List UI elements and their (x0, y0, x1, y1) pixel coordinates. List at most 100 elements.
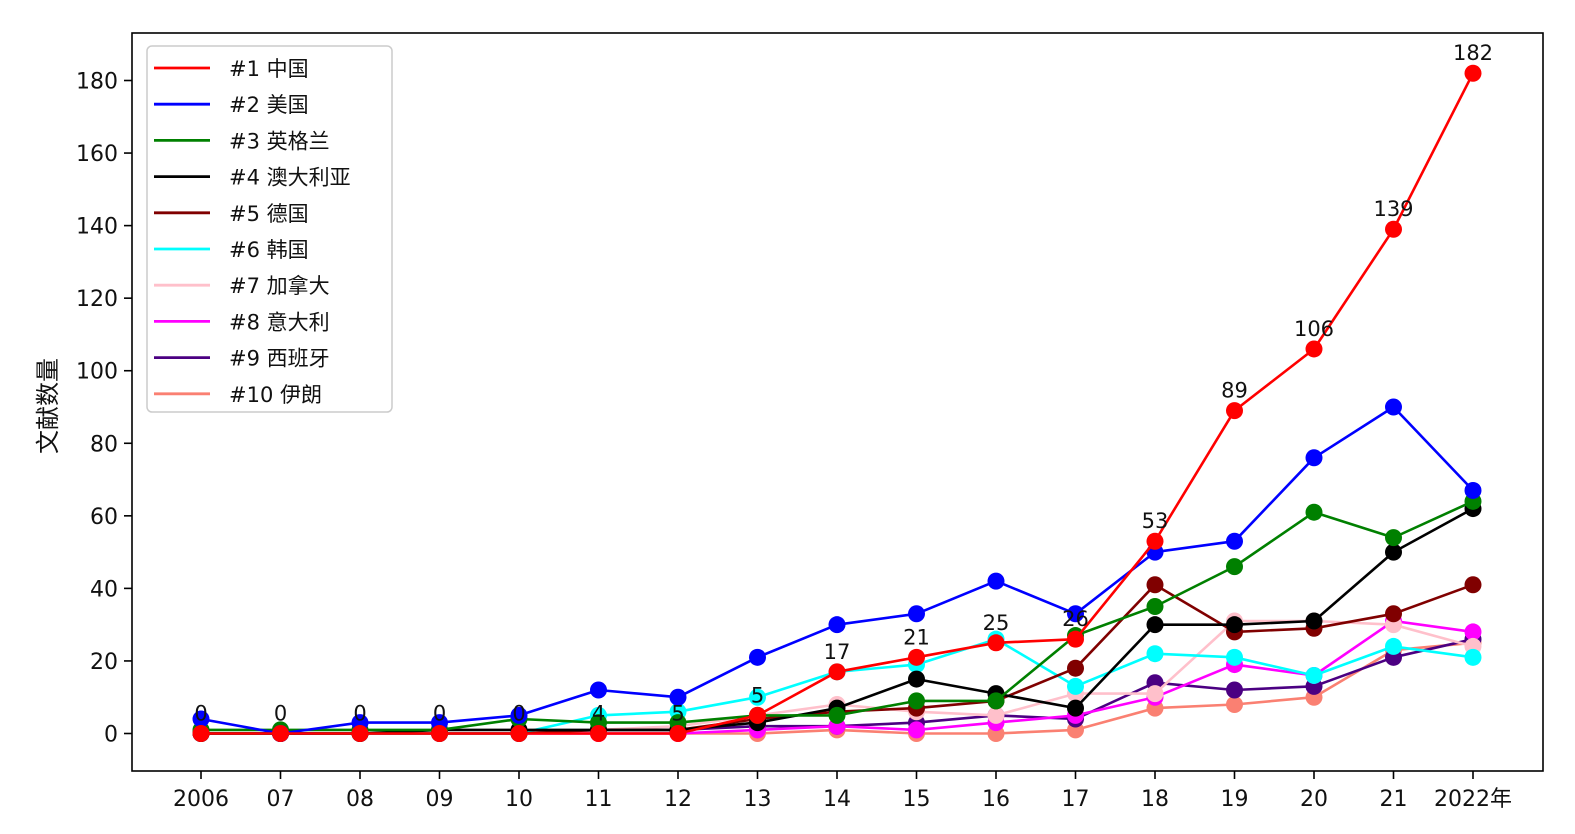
data-point (749, 706, 766, 724)
data-label: 182 (1453, 41, 1493, 65)
legend-entry: #4 澳大利亚 (154, 166, 351, 190)
data-point (1067, 630, 1084, 648)
legend: #1 中国 #2 美国 #3 英格兰 #4 澳大利亚 #5 德国 #6 韩国 #7 加拿大 #… (146, 45, 393, 413)
y-tick-label: 140 (76, 215, 118, 240)
data-label: 0 (512, 702, 525, 726)
x-tick-label: 10 (505, 787, 533, 812)
x-tick-label: 12 (664, 787, 692, 812)
data-point (192, 725, 210, 742)
data-point (510, 706, 528, 724)
data-point (1067, 677, 1084, 695)
data-point (987, 706, 1005, 724)
data-point (431, 725, 448, 742)
data-point (1464, 623, 1482, 641)
data-label: 0 (353, 702, 366, 726)
data-point (1146, 532, 1164, 550)
data-point (1226, 532, 1243, 550)
data-point (1146, 685, 1164, 703)
legend-entry: #5 德国 (154, 202, 309, 226)
data-point (1385, 637, 1402, 655)
data-point (1226, 402, 1243, 420)
data-point (272, 725, 289, 742)
legend-label: #6 韩国 (229, 238, 309, 262)
data-point (828, 706, 846, 724)
data-point (1226, 558, 1243, 576)
data-label: 4 (592, 702, 605, 726)
data-point (1385, 220, 1402, 238)
data-point (1305, 449, 1323, 467)
data-point (669, 688, 687, 706)
data-point (908, 721, 925, 739)
data-point (908, 692, 925, 710)
data-point (1305, 503, 1323, 521)
legend-label: #2 美国 (229, 93, 309, 117)
data-label: 0 (274, 702, 287, 726)
x-tick-label: 13 (744, 787, 772, 812)
y-axis: 0 20 40 60 80 100 120 140 160 180 (76, 70, 132, 748)
data-point (1385, 529, 1402, 547)
data-point (669, 725, 687, 742)
data-point (1464, 576, 1482, 594)
data-label: 53 (1142, 509, 1169, 533)
data-point (908, 670, 925, 688)
legend-label: #8 意大利 (229, 310, 330, 334)
y-tick-label: 80 (90, 432, 118, 457)
data-label: 89 (1221, 379, 1248, 403)
data-label: 17 (824, 640, 851, 664)
legend-entry: #3 英格兰 (154, 129, 330, 153)
data-label: 106 (1294, 317, 1334, 341)
x-tick-label: 19 (1221, 787, 1249, 812)
data-point (908, 648, 925, 666)
data-point (1146, 616, 1164, 634)
series-line (201, 500, 1474, 732)
y-tick-label: 40 (90, 577, 118, 602)
x-tick-label: 14 (823, 787, 851, 812)
data-label: 139 (1373, 197, 1413, 221)
data-point (1305, 612, 1323, 630)
data-labels: 0 0 0 0 0 4 5 5 17 21 25 26 53 89 106 139 182 (194, 41, 1493, 725)
legend-label: #4 澳大利亚 (229, 166, 351, 190)
data-point (1146, 645, 1164, 663)
x-tick-label: 15 (903, 787, 931, 812)
x-tick-label: 07 (267, 787, 295, 812)
legend-label: #9 西班牙 (229, 347, 330, 371)
data-point (1464, 648, 1482, 666)
data-point (1305, 340, 1323, 358)
x-axis: 2006 07 08 09 10 11 12 13 14 15 16 17 18 19 20 21 2022年 (173, 771, 1512, 812)
data-point (1067, 699, 1084, 717)
data-label: 5 (751, 683, 764, 707)
data-point (1146, 576, 1164, 594)
y-tick-label: 100 (76, 360, 118, 385)
data-point (1464, 481, 1482, 499)
data-point (987, 634, 1005, 652)
y-tick-label: 20 (90, 650, 118, 675)
data-point (987, 572, 1005, 590)
data-label: 0 (433, 702, 446, 726)
data-point (192, 710, 210, 728)
legend-entry: #8 意大利 (154, 310, 330, 334)
x-tick-label: 11 (585, 787, 613, 812)
y-axis-label: 文献数量 (34, 358, 62, 454)
legend-label: #5 德国 (229, 202, 309, 226)
data-point (590, 681, 607, 699)
data-label: 5 (671, 702, 684, 726)
data-point (1226, 648, 1243, 666)
data-point (1385, 605, 1402, 623)
data-point (1385, 543, 1402, 561)
x-tick-label: 20 (1300, 787, 1328, 812)
data-point (908, 605, 925, 623)
legend-label: #1 中国 (229, 57, 309, 81)
data-point (828, 663, 846, 681)
data-point (1385, 398, 1402, 416)
x-tick-label: 17 (1062, 787, 1090, 812)
x-tick-label: 16 (982, 787, 1010, 812)
y-tick-label: 0 (104, 723, 118, 748)
data-point (1067, 659, 1084, 677)
data-point (590, 725, 607, 742)
y-tick-label: 120 (76, 287, 118, 312)
legend-entry: #6 韩国 (154, 238, 309, 262)
legend-label: #7 加拿大 (229, 274, 330, 298)
data-point (510, 725, 528, 742)
series-line (200, 405, 1474, 735)
